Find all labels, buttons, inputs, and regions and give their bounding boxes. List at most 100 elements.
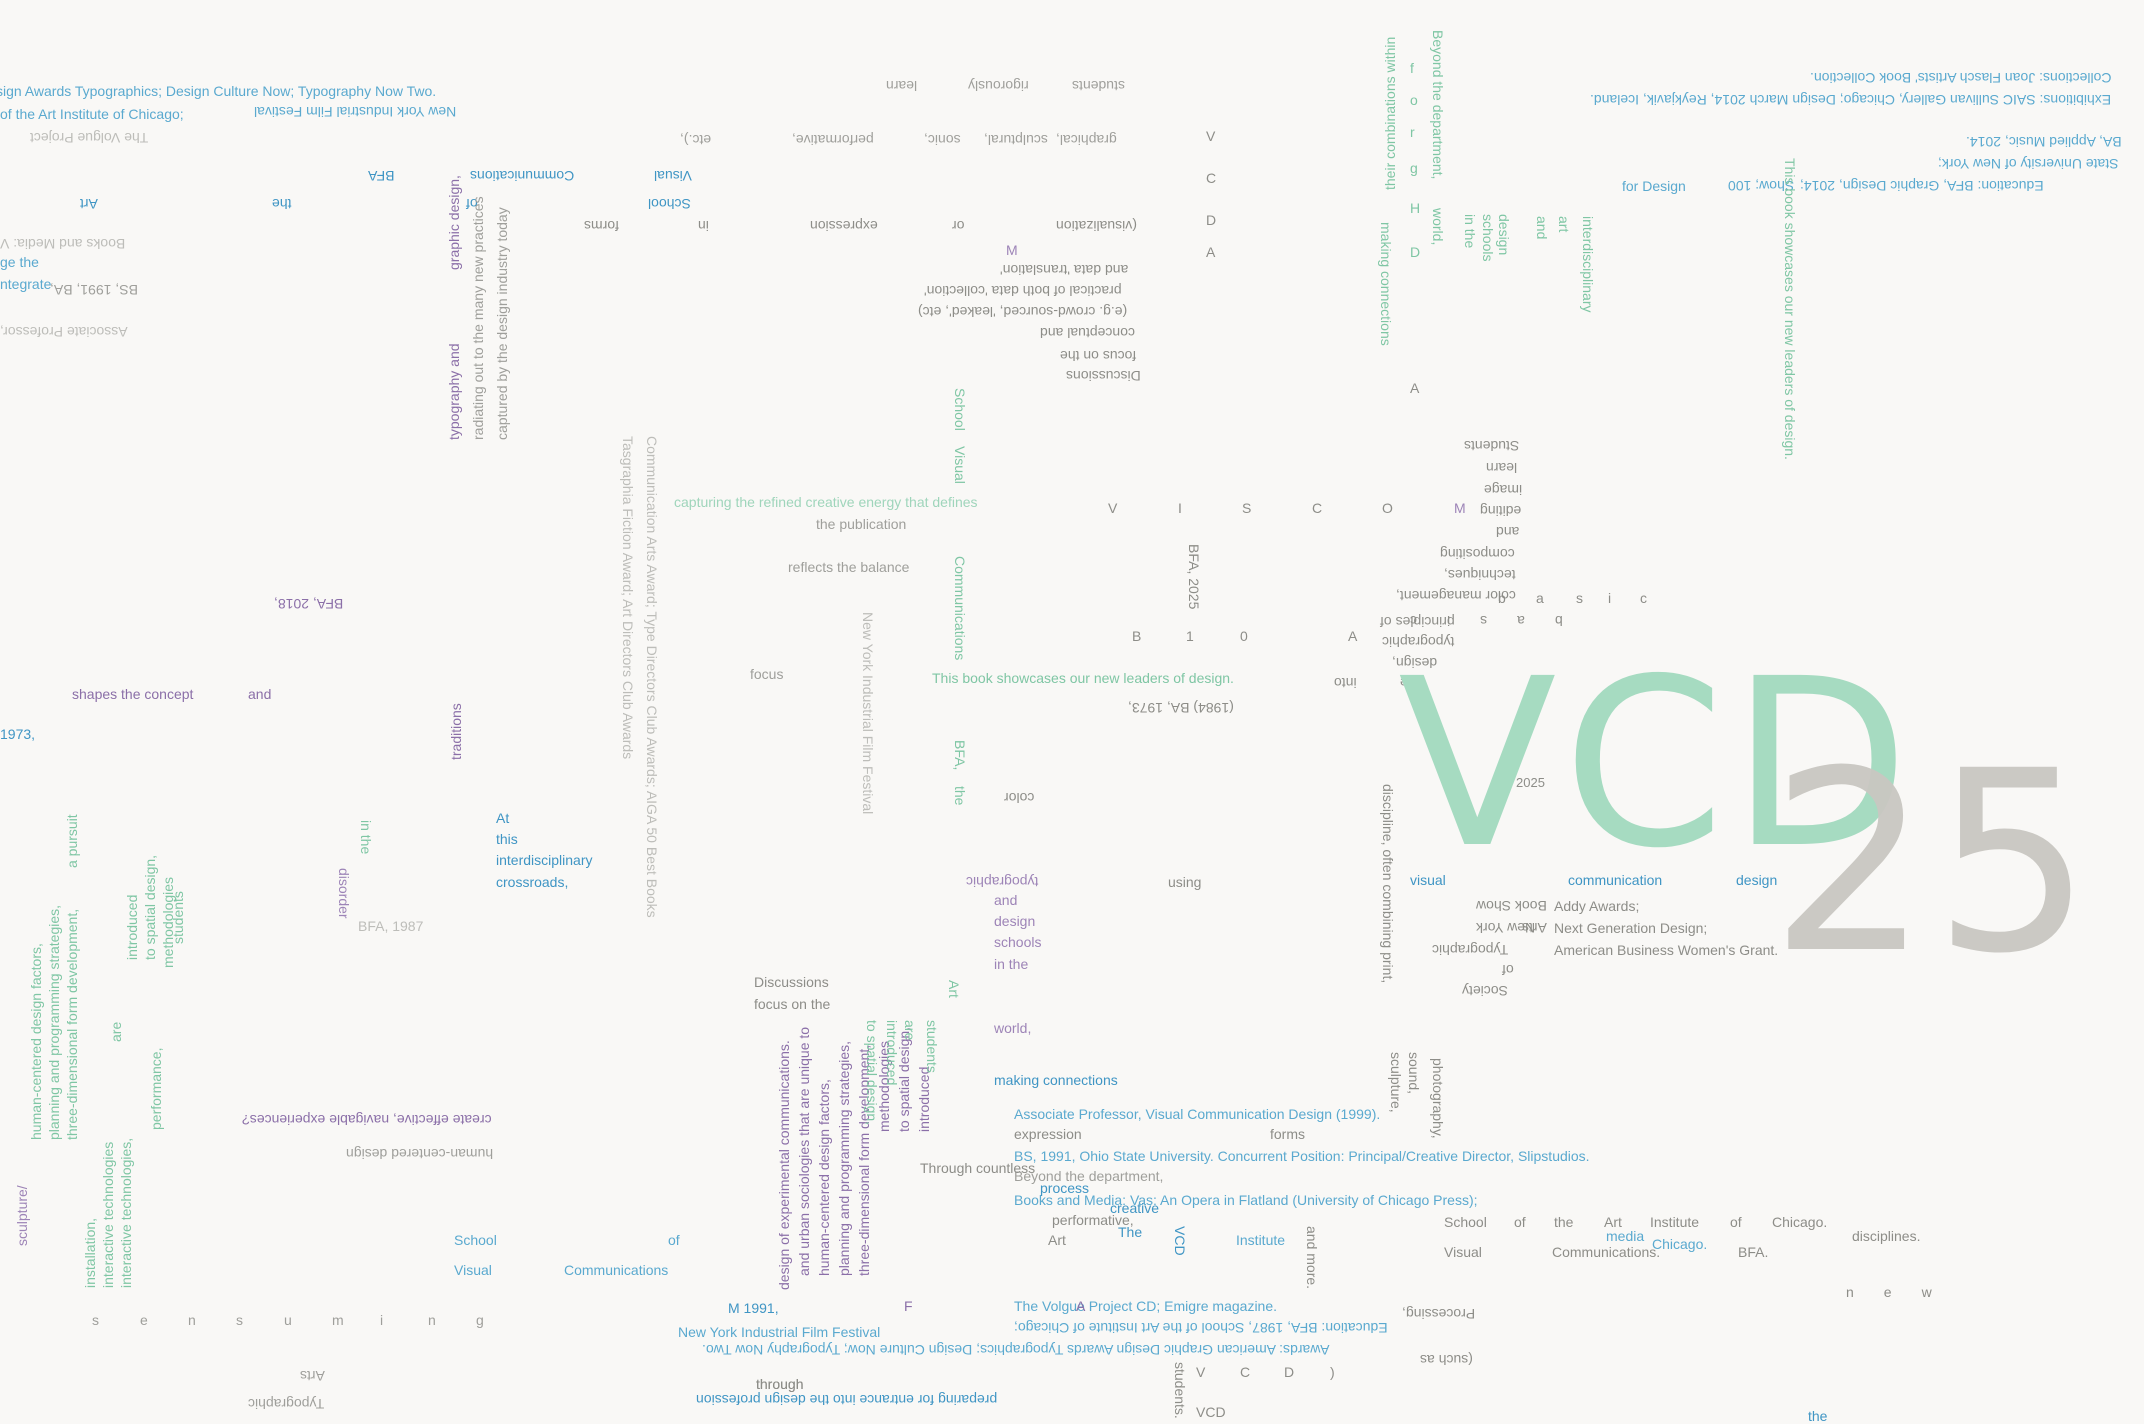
film-fest-vertical-purple: New York Industrial Film Festival [860, 612, 876, 815]
communication-text: communication [1568, 872, 1663, 888]
media-right: media [1606, 1228, 1645, 1244]
the-lower: The [1118, 1224, 1143, 1240]
of-lower-left: of [668, 1232, 680, 1248]
interactive-tech-vertical: interactive technologies [100, 1141, 116, 1288]
school-vertical-center: School [952, 388, 968, 431]
communications-flipped: Communications [470, 168, 575, 185]
traditions-vertical: traditions [448, 703, 464, 760]
combinations-vertical: their combinations within [1382, 36, 1398, 190]
schools-vertical: schools [1480, 214, 1496, 262]
expression-flipped: expression [810, 218, 878, 235]
comm-arts-vertical: Communication Arts Award; Type Directors… [644, 436, 660, 918]
discussions-lower: Discussions [754, 974, 829, 990]
students-flipped: students [1072, 78, 1125, 95]
or-flipped: or [952, 218, 965, 235]
the-vertical-center: the [952, 786, 968, 806]
of-right: of [1514, 1214, 1526, 1230]
design-center: design [994, 913, 1036, 929]
image-flip-center: image [1484, 482, 1523, 499]
spaced-letter: M [1454, 500, 1466, 516]
focus-text: focus [750, 666, 784, 682]
volgue-lower: The Volgue Project CD; Emigre magazine. [1014, 1298, 1278, 1314]
spaced-letter: C [1206, 170, 1217, 186]
collections-flipped: Collections: Joan Flasch Artists' Book C… [1810, 70, 2112, 87]
students-flip-center: Students [1464, 438, 1520, 455]
spaced-letter: 0 [1240, 628, 1248, 644]
spaced-letter: c [1640, 590, 1647, 606]
spaced-letter: S [1242, 500, 1252, 516]
film-fest-lower: New York Industrial Film Festival [678, 1324, 881, 1340]
bfa-right: BFA. [1738, 1244, 1769, 1260]
bfa-vertical-center: BFA, [952, 740, 968, 771]
graphical-flipped: graphical, [1056, 132, 1117, 149]
world-center: world, [994, 1020, 1032, 1036]
communications-lower-left: Communications [564, 1262, 669, 1278]
books-media-flipped: Books and Media: V [0, 236, 126, 253]
spaced-letter: C [1312, 500, 1323, 516]
showcase-text-center: This book showcases our new leaders of d… [932, 670, 1234, 686]
and-flip-center: and [1496, 524, 1520, 541]
making-connections-vertical: making connections [1378, 222, 1394, 346]
three-dim-left: three-dimensional form development, [64, 908, 80, 1140]
spaced-letter: D [1284, 1364, 1295, 1380]
color-flipped: color [1004, 790, 1035, 807]
spaced-letter: ) [1330, 1364, 1335, 1380]
introduced-vertical-green: introduced [884, 1020, 900, 1086]
ge-the-text: ge the [0, 254, 39, 270]
spaced-letter: C [1240, 1364, 1251, 1380]
at-text: At [496, 810, 510, 826]
spaced-letter: o [1410, 92, 1418, 108]
beyond-dept-vertical: Beyond the department, [1430, 30, 1446, 180]
bs-ba-flipped: BS, 1991, BA, [50, 282, 138, 299]
processing-flipped: Processing, [1402, 1306, 1476, 1323]
disciplines-right: disciplines. [1852, 1228, 1921, 1244]
using-text: using [1168, 874, 1202, 890]
schools-center: schools [994, 934, 1042, 950]
discipline-vertical: discipline, often combining print, [1380, 784, 1396, 984]
sculpture-vertical: sculpture, [1388, 1052, 1404, 1113]
tasgraphia-vertical: Tasgraphia Fiction Award; Art Directors … [620, 436, 636, 760]
this-text: this [496, 831, 518, 847]
and-more-vertical: and more. [1304, 1226, 1320, 1290]
spaced-letter: s [236, 1312, 243, 1328]
human-centered-vertical-lower: human-centered design factors, [816, 1079, 832, 1276]
techniques-flip-center: techniques, [1444, 567, 1516, 584]
spaced-letter: O [1382, 500, 1393, 516]
design-vertical: design [1496, 214, 1512, 256]
spaced-letter: a [1536, 590, 1544, 606]
balance-text: reflects the balance [788, 559, 910, 575]
spaced-letter: f [1410, 60, 1414, 76]
showcase-vertical-right: This book showcases our new leaders of d… [1782, 158, 1798, 460]
introduced-vertical-lower: introduced [916, 1066, 932, 1132]
spaced-letter: A [1410, 380, 1420, 396]
in-flipped: in [698, 218, 709, 235]
logo-year: 2025 [1516, 775, 1545, 790]
sonic-flipped: sonic, [924, 132, 961, 149]
human-centered-left: human-centered design factors, [28, 943, 44, 1140]
such-as-flipped: (such as [1420, 1352, 1473, 1369]
spaced-letter: n [428, 1312, 436, 1328]
new-spaced: new [1846, 1284, 1962, 1300]
spaced-letter: e [140, 1312, 148, 1328]
learn-flip-center: learn [1486, 460, 1518, 477]
year-1973-left: 1973, [0, 726, 36, 742]
interdisciplinary-text: interdisciplinary [496, 852, 593, 868]
education-flipped: Education: BFA, Graphic Design, 2014; [1800, 178, 2044, 195]
performative-lower: performative, [1052, 1212, 1134, 1228]
institute-right: Institute [1650, 1214, 1700, 1230]
visual-text: visual [1410, 872, 1446, 888]
the-flipped: the [272, 196, 292, 213]
discussions-flipped: Discussions [1066, 368, 1141, 385]
spaced-letter: D [1206, 212, 1217, 228]
conceptual-flipped: conceptual and [1040, 325, 1135, 342]
vcd-bottom: VCD [1196, 1404, 1226, 1420]
art-flipped: Art [80, 196, 98, 213]
visual-lower-left: Visual [454, 1262, 492, 1278]
the-bottom-right: the [1808, 1408, 1828, 1424]
students-vertical-lower: students [924, 1020, 940, 1073]
process-lower: process [1040, 1180, 1090, 1196]
planning-left: planning and programming strategies, [46, 904, 62, 1140]
exhibitions-flipped: Exhibitions: SAIC Sullivan Gallery, Chic… [1590, 92, 2112, 109]
applied-music-flipped: BA, Applied Music, 2014. [1966, 134, 2122, 151]
communications-vertical-center: Communications [952, 556, 968, 661]
